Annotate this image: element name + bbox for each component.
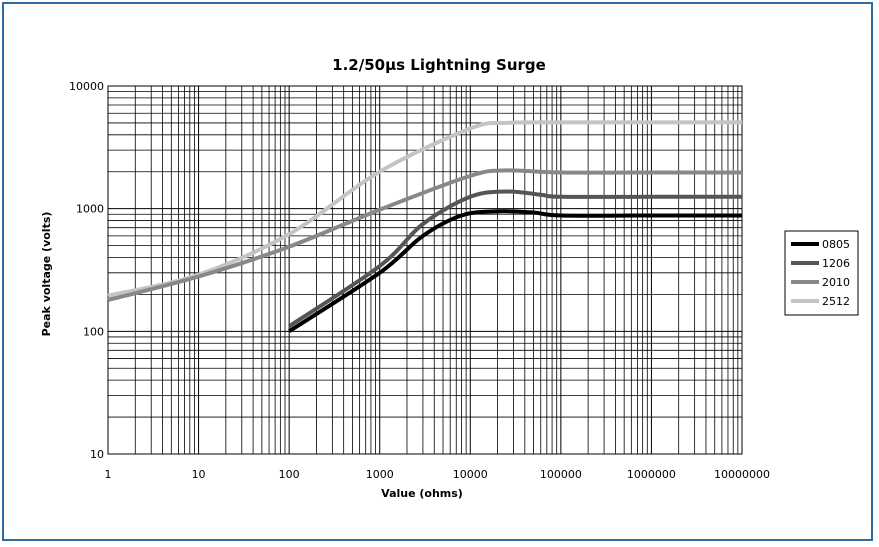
legend-label-0805: 0805 [822,238,850,251]
x-tick-label: 1000 [366,468,394,481]
x-tick-label: 100000 [540,468,582,481]
series-line-0805 [288,209,742,333]
chart-frame: 1.2/50µs Lightning Surge 1 10 100 1000 10000… [2,2,873,541]
x-tick-labels: 1 10 100 1000 10000 100000 1000000 10000000 [105,468,771,481]
series-line-1206 [287,189,742,328]
y-axis-title: Peak voltage (volts) [40,212,53,337]
y-tick-label: 1000 [76,203,104,216]
series-line-2512 [107,120,742,298]
grid-lines [107,86,742,455]
legend-label-1206: 1206 [822,257,850,270]
y-tick-label: 10000 [69,80,104,93]
x-tick-label: 1 [105,468,112,481]
series-line-2010 [107,168,742,302]
chart-svg: 1.2/50µs Lightning Surge 1 10 100 1000 10000… [40,56,859,500]
y-tick-label: 100 [83,325,104,338]
legend-label-2010: 2010 [822,276,850,289]
x-axis-title: Value (ohms) [381,487,463,500]
series-lines [107,120,742,333]
x-tick-label: 10000 [453,468,488,481]
legend: 0805 1206 2010 2512 [784,230,859,316]
plot-area [107,85,743,455]
x-tick-label: 10000000 [714,468,770,481]
chart-title: 1.2/50µs Lightning Surge [332,56,546,74]
legend-label-2512: 2512 [822,295,850,308]
y-tick-label: 10 [90,448,104,461]
x-tick-label: 1000000 [627,468,676,481]
x-tick-label: 10 [192,468,206,481]
y-tick-labels: 10 100 1000 10000 [69,80,104,461]
x-tick-label: 100 [279,468,300,481]
